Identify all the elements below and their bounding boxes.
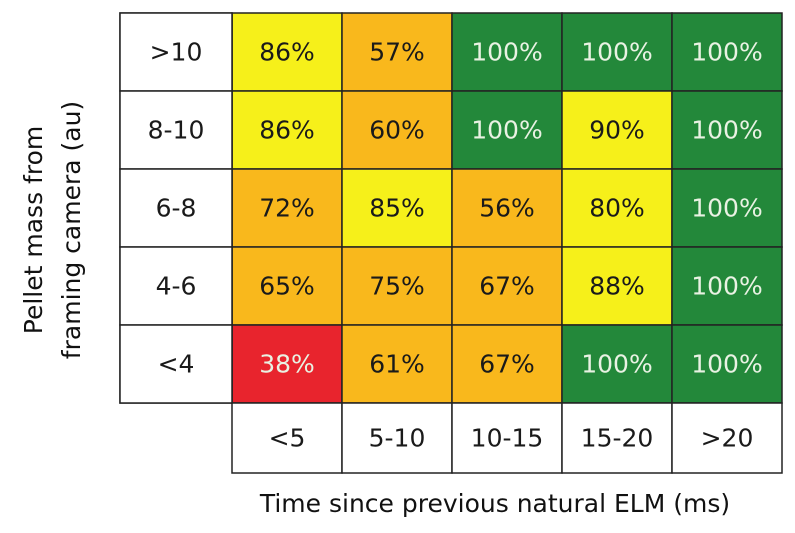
cell-value-label: 100% — [471, 38, 542, 67]
heatmap-cell — [671, 246, 783, 326]
heatmap-cell — [671, 90, 783, 170]
column-label: <5 — [269, 424, 306, 453]
cell-value-label: 38% — [259, 350, 315, 379]
row-label: >10 — [150, 38, 203, 67]
heatmap-cells: 86% 57% 100% 100% 100% 86% 60% 100% 90% 100% 72% 85… — [231, 12, 783, 404]
cell-value-label: 100% — [691, 194, 762, 223]
cell-value-label: 75% — [369, 272, 425, 301]
cell-value-label: 100% — [691, 272, 762, 301]
heatmap-cell — [341, 12, 453, 92]
row-label: 8-10 — [148, 116, 205, 145]
cell-value-label: 67% — [479, 272, 535, 301]
cell-value-label: 56% — [479, 194, 535, 223]
row-label-box — [119, 246, 233, 326]
cell-value-label: 100% — [691, 350, 762, 379]
heatmap-cell — [561, 168, 673, 248]
y-axis-title-line-1: Pellet mass from — [19, 126, 48, 334]
y-axis-title: Pellet mass from framing camera (au) — [19, 101, 86, 359]
cell-value-label: 61% — [369, 350, 425, 379]
row-label-box — [119, 90, 233, 170]
heatmap-cell — [231, 324, 343, 404]
y-axis-title-line-2: framing camera (au) — [57, 101, 86, 359]
heatmap-cell — [451, 324, 563, 404]
column-label: >20 — [701, 424, 754, 453]
cell-value-label: 100% — [581, 38, 652, 67]
cell-value-label: 100% — [581, 350, 652, 379]
row-label-box — [119, 12, 233, 92]
cell-value-label: 57% — [369, 38, 425, 67]
cell-value-label: 100% — [691, 38, 762, 67]
cell-value-label: 90% — [589, 116, 645, 145]
cell-value-label: 86% — [259, 116, 315, 145]
heatmap-cell — [561, 246, 673, 326]
column-label-box — [561, 402, 673, 474]
x-axis-title: Time since previous natural ELM (ms) — [259, 489, 730, 518]
column-label: 15-20 — [581, 424, 654, 453]
column-label: 5-10 — [369, 424, 426, 453]
cell-value-label: 86% — [259, 38, 315, 67]
row-label: 6-8 — [156, 194, 197, 223]
heatmap-cell — [451, 90, 563, 170]
cell-value-label: 67% — [479, 350, 535, 379]
heatmap-cell — [451, 246, 563, 326]
row-label-box — [119, 168, 233, 248]
column-label: 10-15 — [471, 424, 544, 453]
column-label-box — [451, 402, 563, 474]
row-category-labels: >10 8-10 6-8 4-6 <4 — [119, 12, 233, 404]
heatmap-cell — [451, 12, 563, 92]
cell-value-label: 80% — [589, 194, 645, 223]
cell-value-label: 85% — [369, 194, 425, 223]
cell-value-label: 65% — [259, 272, 315, 301]
cell-value-label: 100% — [691, 116, 762, 145]
heatmap-cell — [341, 324, 453, 404]
cell-value-label: 60% — [369, 116, 425, 145]
heatmap-cell — [341, 246, 453, 326]
column-category-labels: <5 5-10 10-15 15-20 >20 — [231, 402, 783, 474]
row-label: <4 — [158, 350, 195, 379]
row-label-box — [119, 324, 233, 404]
cell-value-label: 100% — [471, 116, 542, 145]
column-label-box — [671, 402, 783, 474]
heatmap-cell — [671, 324, 783, 404]
cell-value-label: 88% — [589, 272, 645, 301]
row-label: 4-6 — [156, 272, 197, 301]
heatmap-cell — [341, 168, 453, 248]
cell-value-label: 72% — [259, 194, 315, 223]
heatmap-cell — [231, 12, 343, 92]
